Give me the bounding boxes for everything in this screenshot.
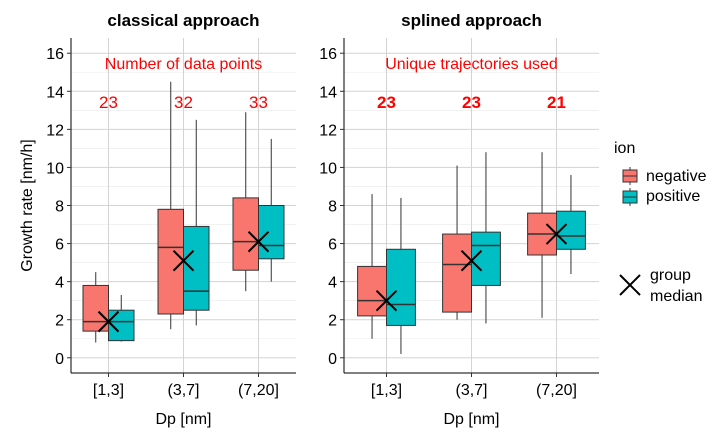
group-median-marker bbox=[545, 223, 568, 245]
y-tick-label: 12 bbox=[46, 122, 64, 139]
box-positive bbox=[471, 231, 501, 286]
panel-title: classical approach bbox=[107, 11, 259, 30]
y-tick-label: 6 bbox=[328, 237, 337, 254]
box-negative bbox=[82, 284, 109, 332]
group-median-marker bbox=[460, 249, 483, 272]
y-tick-label: 14 bbox=[319, 84, 337, 101]
count-label: 32 bbox=[174, 93, 193, 112]
count-label: 33 bbox=[249, 93, 268, 112]
y-axis-label: Growth rate [nm/h] bbox=[19, 139, 36, 272]
y-tick-label: 8 bbox=[328, 199, 337, 216]
median-cross-stroke bbox=[545, 223, 568, 245]
legend: ion negative positive group median bbox=[614, 140, 707, 305]
x-tick-label: [1,3] bbox=[371, 382, 402, 399]
legend-median-marker bbox=[619, 274, 641, 296]
y-tick-label: 16 bbox=[319, 46, 337, 63]
y-tick-label: 0 bbox=[328, 351, 337, 368]
x-axis-label: Dp [nm] bbox=[155, 411, 211, 428]
panel-title: splined approach bbox=[401, 11, 542, 30]
legend-title: ion bbox=[614, 140, 635, 157]
x-tick-label: (7,20] bbox=[238, 382, 279, 399]
box-negative bbox=[157, 208, 184, 315]
y-tick-label: 4 bbox=[328, 275, 337, 292]
count-label: 23 bbox=[377, 93, 396, 112]
box-positive bbox=[258, 205, 285, 260]
count-label: 23 bbox=[99, 93, 118, 112]
panel-splined: 0 2 4 6 8 10 12 14 16 [1,3] (3,7] (7,20] splined app… bbox=[319, 11, 599, 428]
group-median-marker bbox=[375, 289, 398, 312]
y-tick-label: 10 bbox=[319, 160, 337, 177]
y-tick-label: 6 bbox=[55, 237, 64, 254]
count-label: 23 bbox=[462, 93, 481, 112]
x-tick-label: [1,3] bbox=[93, 382, 124, 399]
annotation-text: Number of data points bbox=[105, 56, 262, 73]
median-cross-stroke bbox=[172, 249, 195, 272]
box-positive bbox=[183, 225, 210, 311]
y-tick-label: 14 bbox=[46, 84, 64, 101]
x-tick-label: (7,20] bbox=[536, 382, 577, 399]
box-negative bbox=[357, 265, 388, 317]
y-tick-label: 16 bbox=[46, 46, 64, 63]
y-tick-label: 12 bbox=[319, 122, 337, 139]
y-tick-label: 4 bbox=[55, 275, 64, 292]
median-cross-stroke bbox=[375, 289, 398, 312]
group-median-marker bbox=[172, 249, 195, 272]
box-negative bbox=[442, 233, 473, 313]
legend-positive-label: positive bbox=[646, 188, 700, 205]
x-tick-label: (3,7] bbox=[167, 382, 199, 399]
x-tick-label: (3,7] bbox=[455, 382, 487, 399]
group-median-marker bbox=[97, 310, 120, 333]
median-cross-stroke bbox=[460, 249, 483, 272]
median-cross-stroke bbox=[247, 230, 270, 253]
box-negative bbox=[232, 197, 259, 271]
panel-classical: 0 2 4 6 8 10 12 14 16 [1,3] (3,7] (7,20] classical a… bbox=[19, 11, 296, 428]
y-tick-label: 8 bbox=[55, 199, 64, 216]
box-positive bbox=[386, 248, 416, 326]
legend-negative-label: negative bbox=[646, 168, 707, 185]
y-tick-label: 2 bbox=[328, 313, 337, 330]
y-tick-label: 10 bbox=[46, 160, 64, 177]
group-median-marker bbox=[247, 230, 270, 253]
legend-median-label-line1: group bbox=[650, 267, 691, 284]
x-axis-label: Dp [nm] bbox=[443, 411, 499, 428]
count-label: 21 bbox=[547, 93, 566, 112]
y-tick-label: 0 bbox=[55, 351, 64, 368]
y-tick-label: 2 bbox=[55, 313, 64, 330]
legend-median-label-line2: median bbox=[650, 288, 702, 305]
annotation-text: Unique trajectories used bbox=[385, 56, 558, 73]
median-cross-stroke bbox=[97, 310, 120, 333]
